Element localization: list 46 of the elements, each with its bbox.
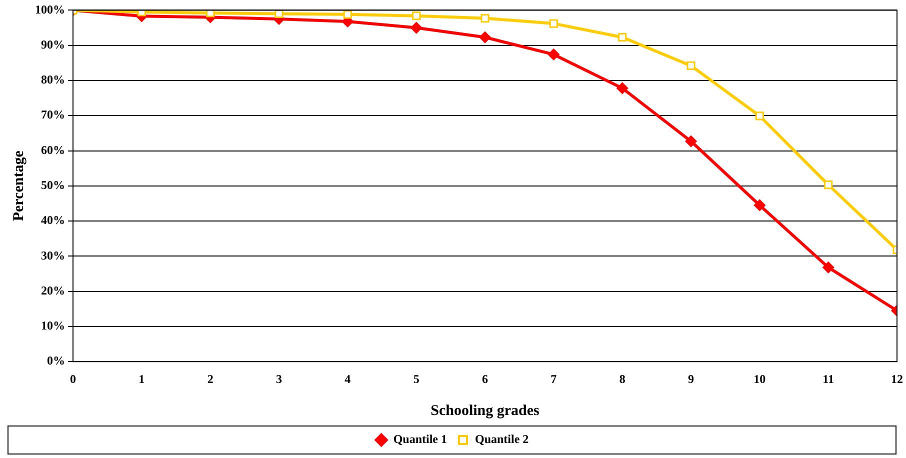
x-tick-label: 12 — [891, 372, 903, 386]
point — [549, 19, 558, 28]
x-tick-label: 9 — [688, 372, 694, 386]
point — [274, 10, 284, 18]
point — [412, 12, 421, 20]
y-tick-label: 30% — [41, 248, 65, 262]
point — [206, 10, 215, 18]
point — [685, 136, 697, 148]
point — [755, 112, 764, 120]
x-tick-label: 7 — [550, 372, 557, 386]
legend-label: Quantile 1 — [393, 432, 447, 446]
x-tick-label: 10 — [754, 372, 766, 386]
point — [754, 199, 766, 211]
legend-label: Quantile 2 — [475, 432, 529, 446]
point — [548, 48, 560, 60]
point — [616, 82, 628, 94]
x-tick-label: 2 — [207, 372, 214, 386]
x-tick-label: 4 — [344, 372, 351, 386]
y-tick-label: 60% — [41, 142, 65, 157]
x-tick-label: 11 — [822, 372, 834, 386]
point — [686, 61, 696, 70]
x-axis-title: Schooling grades — [430, 402, 540, 419]
y-tick-label: 40% — [41, 213, 65, 228]
x-tick-label: 3 — [276, 372, 282, 386]
y-tick-label: 90% — [41, 37, 65, 52]
point — [479, 32, 491, 44]
point — [822, 262, 834, 274]
y-tick-label: 10% — [41, 318, 65, 333]
x-tick-label: 8 — [619, 372, 626, 386]
y-tick-label: 50% — [41, 178, 65, 192]
y-tick-label: 70% — [41, 108, 65, 122]
x-tick-label: 5 — [413, 372, 420, 386]
y-tick-label: 100% — [35, 2, 65, 16]
y-tick-label: 20% — [41, 283, 65, 298]
point — [618, 32, 627, 42]
point — [480, 14, 490, 23]
x-tick-label: 1 — [138, 372, 145, 386]
x-tick-label: 6 — [482, 372, 488, 386]
point — [824, 180, 833, 190]
x-tick-label: 0 — [70, 372, 76, 386]
point — [410, 22, 422, 34]
y-tick-label: 80% — [41, 72, 65, 87]
point — [137, 10, 146, 16]
point — [343, 10, 352, 19]
y-axis-title: Percentage — [10, 150, 27, 222]
y-tick-label: 0% — [47, 354, 65, 368]
